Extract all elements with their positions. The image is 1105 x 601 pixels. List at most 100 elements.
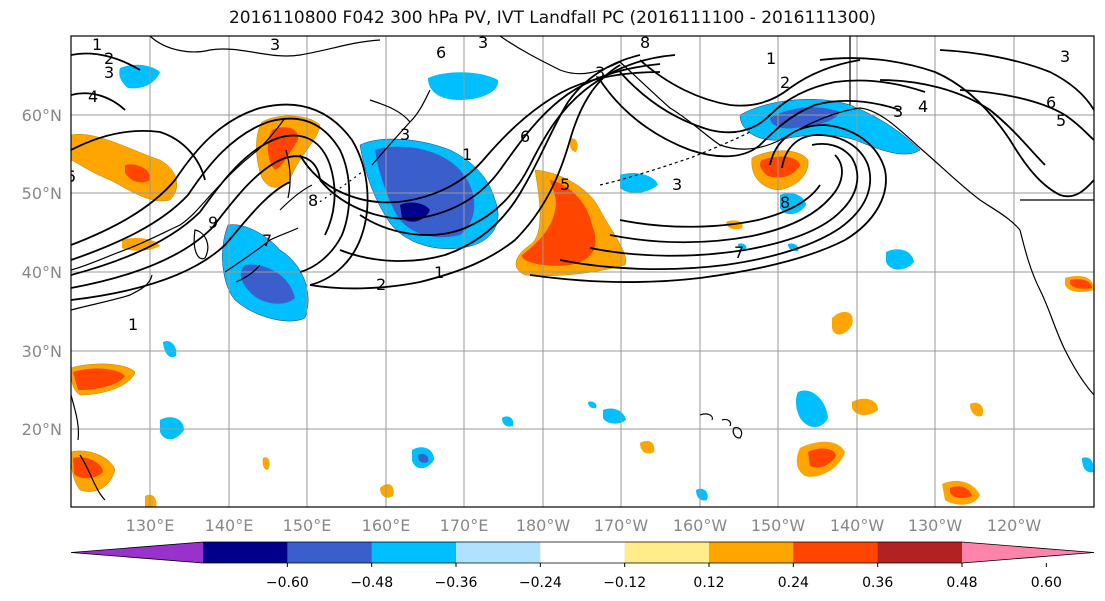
longitude-label: 120°W bbox=[987, 516, 1042, 535]
colorbar-tick-label: 0.48 bbox=[946, 575, 977, 591]
contour-label: 3 bbox=[1060, 47, 1070, 66]
positive-anomaly-patch bbox=[262, 457, 270, 470]
latitude-label: 50°N bbox=[22, 184, 62, 203]
negative-anomaly-patch bbox=[502, 416, 514, 427]
contour-label: 2 bbox=[104, 49, 114, 68]
contour-label: 3 bbox=[672, 175, 682, 194]
longitude-labels: 130°E 140°E 150°E 160°E 170°E 180°W 170°W 160°W… bbox=[126, 516, 1042, 535]
colorbar-segment bbox=[456, 542, 541, 563]
contour-label: 2 bbox=[376, 275, 386, 294]
negative-anomaly-patch bbox=[780, 193, 806, 215]
latitude-label: 20°N bbox=[22, 420, 62, 439]
contour-label: 5 bbox=[560, 175, 570, 194]
contour-label: 3 bbox=[595, 63, 605, 82]
positive-anomaly-patch bbox=[950, 486, 972, 499]
positive-anomaly-patch bbox=[73, 457, 103, 479]
colorbar-segment bbox=[540, 542, 626, 563]
latitude-labels: 60°N 50°N 40°N 30°N 20°N bbox=[22, 106, 62, 439]
contour-label: 3 bbox=[478, 33, 488, 52]
contour-label: 4 bbox=[918, 97, 928, 116]
negative-anomaly-patch bbox=[738, 243, 747, 250]
positive-anomaly-patch bbox=[970, 402, 984, 417]
negative-anomaly-patch bbox=[770, 107, 840, 129]
negative-anomaly-patch bbox=[795, 390, 828, 427]
colorbar-segment bbox=[371, 542, 457, 563]
positive-anomaly-patch bbox=[521, 180, 596, 266]
colorbar-segment bbox=[877, 542, 963, 563]
coastlines bbox=[71, 36, 1094, 501]
colorbar-segment bbox=[709, 542, 794, 563]
contour-labels: 1 2 3 4 3 6 3 8 3 1 2 3 4 3 6 5 3 1 6 5 bbox=[66, 33, 1070, 334]
longitude-label: 170°W bbox=[594, 516, 649, 535]
colorbar-tick-label: −0.12 bbox=[603, 575, 646, 591]
longitude-label: 140°W bbox=[830, 516, 885, 535]
contour-label: 7 bbox=[734, 243, 744, 262]
colorbar-segment bbox=[624, 542, 710, 563]
colorbar-tick-label: −0.36 bbox=[435, 575, 478, 591]
colorbar-tick-label: −0.24 bbox=[519, 575, 562, 591]
longitude-label: 160°E bbox=[362, 516, 411, 535]
contour-label: 1 bbox=[128, 315, 138, 334]
longitude-label: 130°E bbox=[126, 516, 175, 535]
longitude-label: 150°E bbox=[283, 516, 332, 535]
pv-contours bbox=[71, 49, 1094, 301]
contour-label: 1 bbox=[462, 145, 472, 164]
negative-anomaly-patch bbox=[696, 488, 708, 501]
negative-anomaly-patch bbox=[375, 146, 475, 238]
colorbar-tick-label: 0.60 bbox=[1031, 575, 1062, 591]
colorbar-tick-label: 0.12 bbox=[693, 575, 724, 591]
contour-label: 1 bbox=[92, 35, 102, 54]
contour-label: 6 bbox=[1046, 93, 1056, 112]
longitude-label: 160°W bbox=[673, 516, 728, 535]
positive-anomaly-patch bbox=[145, 494, 157, 507]
contour-label: 4 bbox=[88, 87, 98, 106]
contour-label: 3 bbox=[893, 102, 903, 121]
colorbar-tick-label: −0.48 bbox=[350, 575, 393, 591]
contour-label: 5 bbox=[66, 167, 76, 186]
longitude-label: 170°E bbox=[440, 516, 489, 535]
positive-anomaly-patch bbox=[808, 448, 836, 468]
contour-label: 8 bbox=[308, 191, 318, 210]
contour-label: 3 bbox=[400, 125, 410, 144]
contour-label: 9 bbox=[208, 213, 218, 232]
positive-anomaly-patch bbox=[125, 164, 151, 183]
colorbar-segment bbox=[203, 542, 288, 563]
contour-label: 1 bbox=[766, 49, 776, 68]
contour-label: 1 bbox=[434, 263, 444, 282]
negative-anomaly-patch bbox=[1082, 457, 1094, 473]
contour-label: 6 bbox=[436, 43, 446, 62]
longitude-label: 130°W bbox=[908, 516, 963, 535]
negative-anomaly-patch bbox=[886, 249, 914, 270]
negative-anomaly-patch bbox=[620, 173, 658, 193]
negative-anomaly-patch bbox=[428, 72, 499, 100]
colorbar-segment bbox=[287, 542, 373, 563]
contour-label: 6 bbox=[520, 127, 530, 146]
colorbar-tick-label: 0.36 bbox=[862, 575, 893, 591]
negative-anomaly-patch bbox=[603, 408, 626, 424]
colorbar-outline bbox=[70, 541, 1095, 564]
positive-anomaly-patch bbox=[852, 398, 878, 416]
contour-label: 3 bbox=[104, 63, 114, 82]
colorbar-segment bbox=[71, 542, 203, 563]
positive-anomaly-patch bbox=[569, 138, 578, 152]
contour-label: 2 bbox=[780, 73, 790, 92]
figure-title: 2016110800 F042 300 hPa PV, IVT Landfall… bbox=[228, 8, 876, 28]
longitude-label: 150°W bbox=[751, 516, 806, 535]
contour-label: 3 bbox=[270, 35, 280, 54]
latitude-label: 60°N bbox=[22, 106, 62, 125]
negative-anomaly-patch bbox=[240, 264, 295, 304]
negative-anomaly-patch bbox=[160, 417, 184, 440]
colorbar-segment bbox=[793, 542, 879, 563]
map-content: 1 2 3 4 3 6 3 8 3 1 2 3 4 3 6 5 3 1 6 5 bbox=[66, 33, 1094, 507]
contour-label: 8 bbox=[640, 33, 650, 52]
positive-anomaly-patch bbox=[267, 127, 299, 170]
positive-anomaly-patch bbox=[640, 440, 655, 454]
negative-anomaly-patch bbox=[588, 401, 597, 409]
negative-anomaly-patch bbox=[163, 340, 177, 358]
positive-anomaly-patch bbox=[832, 311, 853, 335]
contour-label: 5 bbox=[1056, 111, 1066, 130]
colorbar-tick-label: 0.24 bbox=[778, 575, 809, 591]
colorbar-tick-label: −0.60 bbox=[266, 575, 309, 591]
